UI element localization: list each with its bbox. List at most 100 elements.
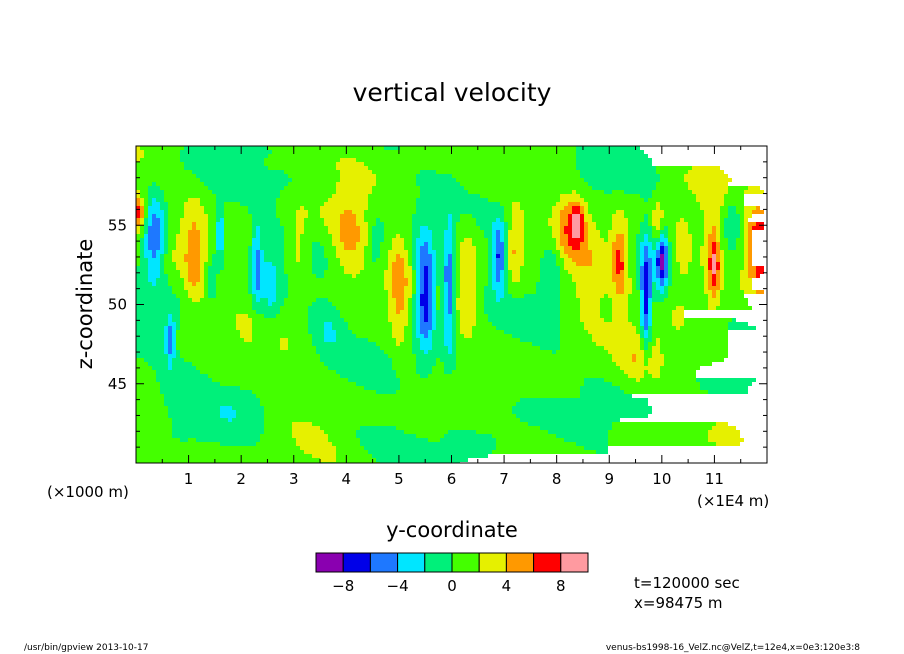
heatmap-cell [336,186,372,190]
heatmap-cell [448,218,452,222]
heatmap-cell [148,274,160,278]
heatmap-cell [404,330,412,334]
heatmap-cell [356,246,364,250]
heatmap-cell [688,182,728,186]
heatmap-cell [428,226,448,230]
heatmap-cell [556,258,564,262]
heatmap-cell [560,342,596,346]
heatmap-cell [644,298,648,302]
heatmap-cell [444,314,452,318]
heatmap-cell [704,218,720,222]
heatmap-cell [208,238,216,242]
heatmap-cell [164,230,168,234]
colorbar-swatch [342,552,371,573]
heatmap-cell [392,242,404,246]
heatmap-cell [444,254,448,258]
heatmap-cell [280,310,308,314]
heatmap-cell [192,298,200,302]
heatmap-cell [412,302,416,306]
heatmap-cell [476,282,488,286]
heatmap-cell [324,250,336,254]
heatmap-cell [652,262,656,266]
heatmap-cell [504,238,508,242]
heatmap-cell [436,278,444,282]
heatmap-cell [492,258,496,262]
heatmap-cell [188,438,196,442]
heatmap-cell [136,426,172,430]
heatmap-cell [508,290,536,294]
heatmap-cell [576,262,592,266]
heatmap-cell [488,314,560,318]
heatmap-cell [564,250,592,254]
heatmap-cell [436,266,444,270]
heatmap-cell [560,290,576,294]
heatmap-cell [508,246,524,250]
heatmap-cell [640,306,644,310]
heatmap-cell [388,250,408,254]
heatmap-cell [440,302,444,306]
heatmap-cell [660,346,728,350]
heatmap-cell [188,238,200,242]
heatmap-cell [632,358,636,362]
heatmap-cell [144,210,148,214]
heatmap-cell [492,242,496,246]
heatmap-cell [748,270,756,274]
heatmap-cell [172,318,180,322]
heatmap-cell [644,306,648,310]
heatmap-cell [136,314,168,318]
heatmap-cell [372,254,380,258]
heatmap-cell [136,350,164,354]
heatmap-cell [640,302,644,306]
heatmap-cell [412,290,416,294]
heatmap-cell [144,226,148,230]
heatmap-cell [432,366,444,370]
heatmap-cell [336,246,344,250]
heatmap-cell [180,270,188,274]
heatmap-cell [708,302,720,306]
heatmap-cell [284,230,296,234]
heatmap-cell [264,406,512,410]
heatmap-cell [136,266,148,270]
heatmap-cell [396,426,540,430]
heatmap-cell [220,270,248,274]
heatmap-cell [384,222,412,226]
colorbar-label: −4 [387,577,409,595]
heatmap-cell [648,250,656,254]
heatmap-cell [512,222,524,226]
heatmap-cell [724,218,740,222]
heatmap-cell [172,338,176,342]
heatmap-cell [144,198,148,202]
heatmap-cell [160,206,168,210]
heatmap-cell [644,314,648,318]
heatmap-cell [300,234,332,238]
heatmap-cell [720,290,744,294]
heatmap-cell [288,294,388,298]
heatmap-cell [452,314,456,318]
heatmap-cell [412,242,416,246]
heatmap-cell [640,334,644,338]
heatmap-cell [644,338,652,342]
heatmap-cell [412,298,416,302]
heatmap-cell [708,294,712,298]
heatmap-cell [632,278,636,282]
heatmap-cell [428,374,628,378]
heatmap-cell [744,246,748,250]
heatmap-cell [136,358,144,362]
heatmap-cell [688,226,704,230]
heatmap-cell [312,338,324,342]
heatmap-cell [540,274,560,278]
heatmap-cell [344,246,356,250]
heatmap-cell [488,274,492,278]
heatmap-cell [300,242,312,246]
heatmap-cell [180,438,188,442]
heatmap-cell [400,382,584,386]
heatmap-cell [420,230,432,234]
heatmap-cell [652,274,656,278]
heatmap-cell [724,258,744,262]
heatmap-cell [264,258,284,262]
heatmap-cell [628,274,636,278]
heatmap-cell [560,218,568,222]
heatmap-cell [712,226,716,230]
heatmap-cell [512,406,652,410]
heatmap-cell [488,254,492,258]
